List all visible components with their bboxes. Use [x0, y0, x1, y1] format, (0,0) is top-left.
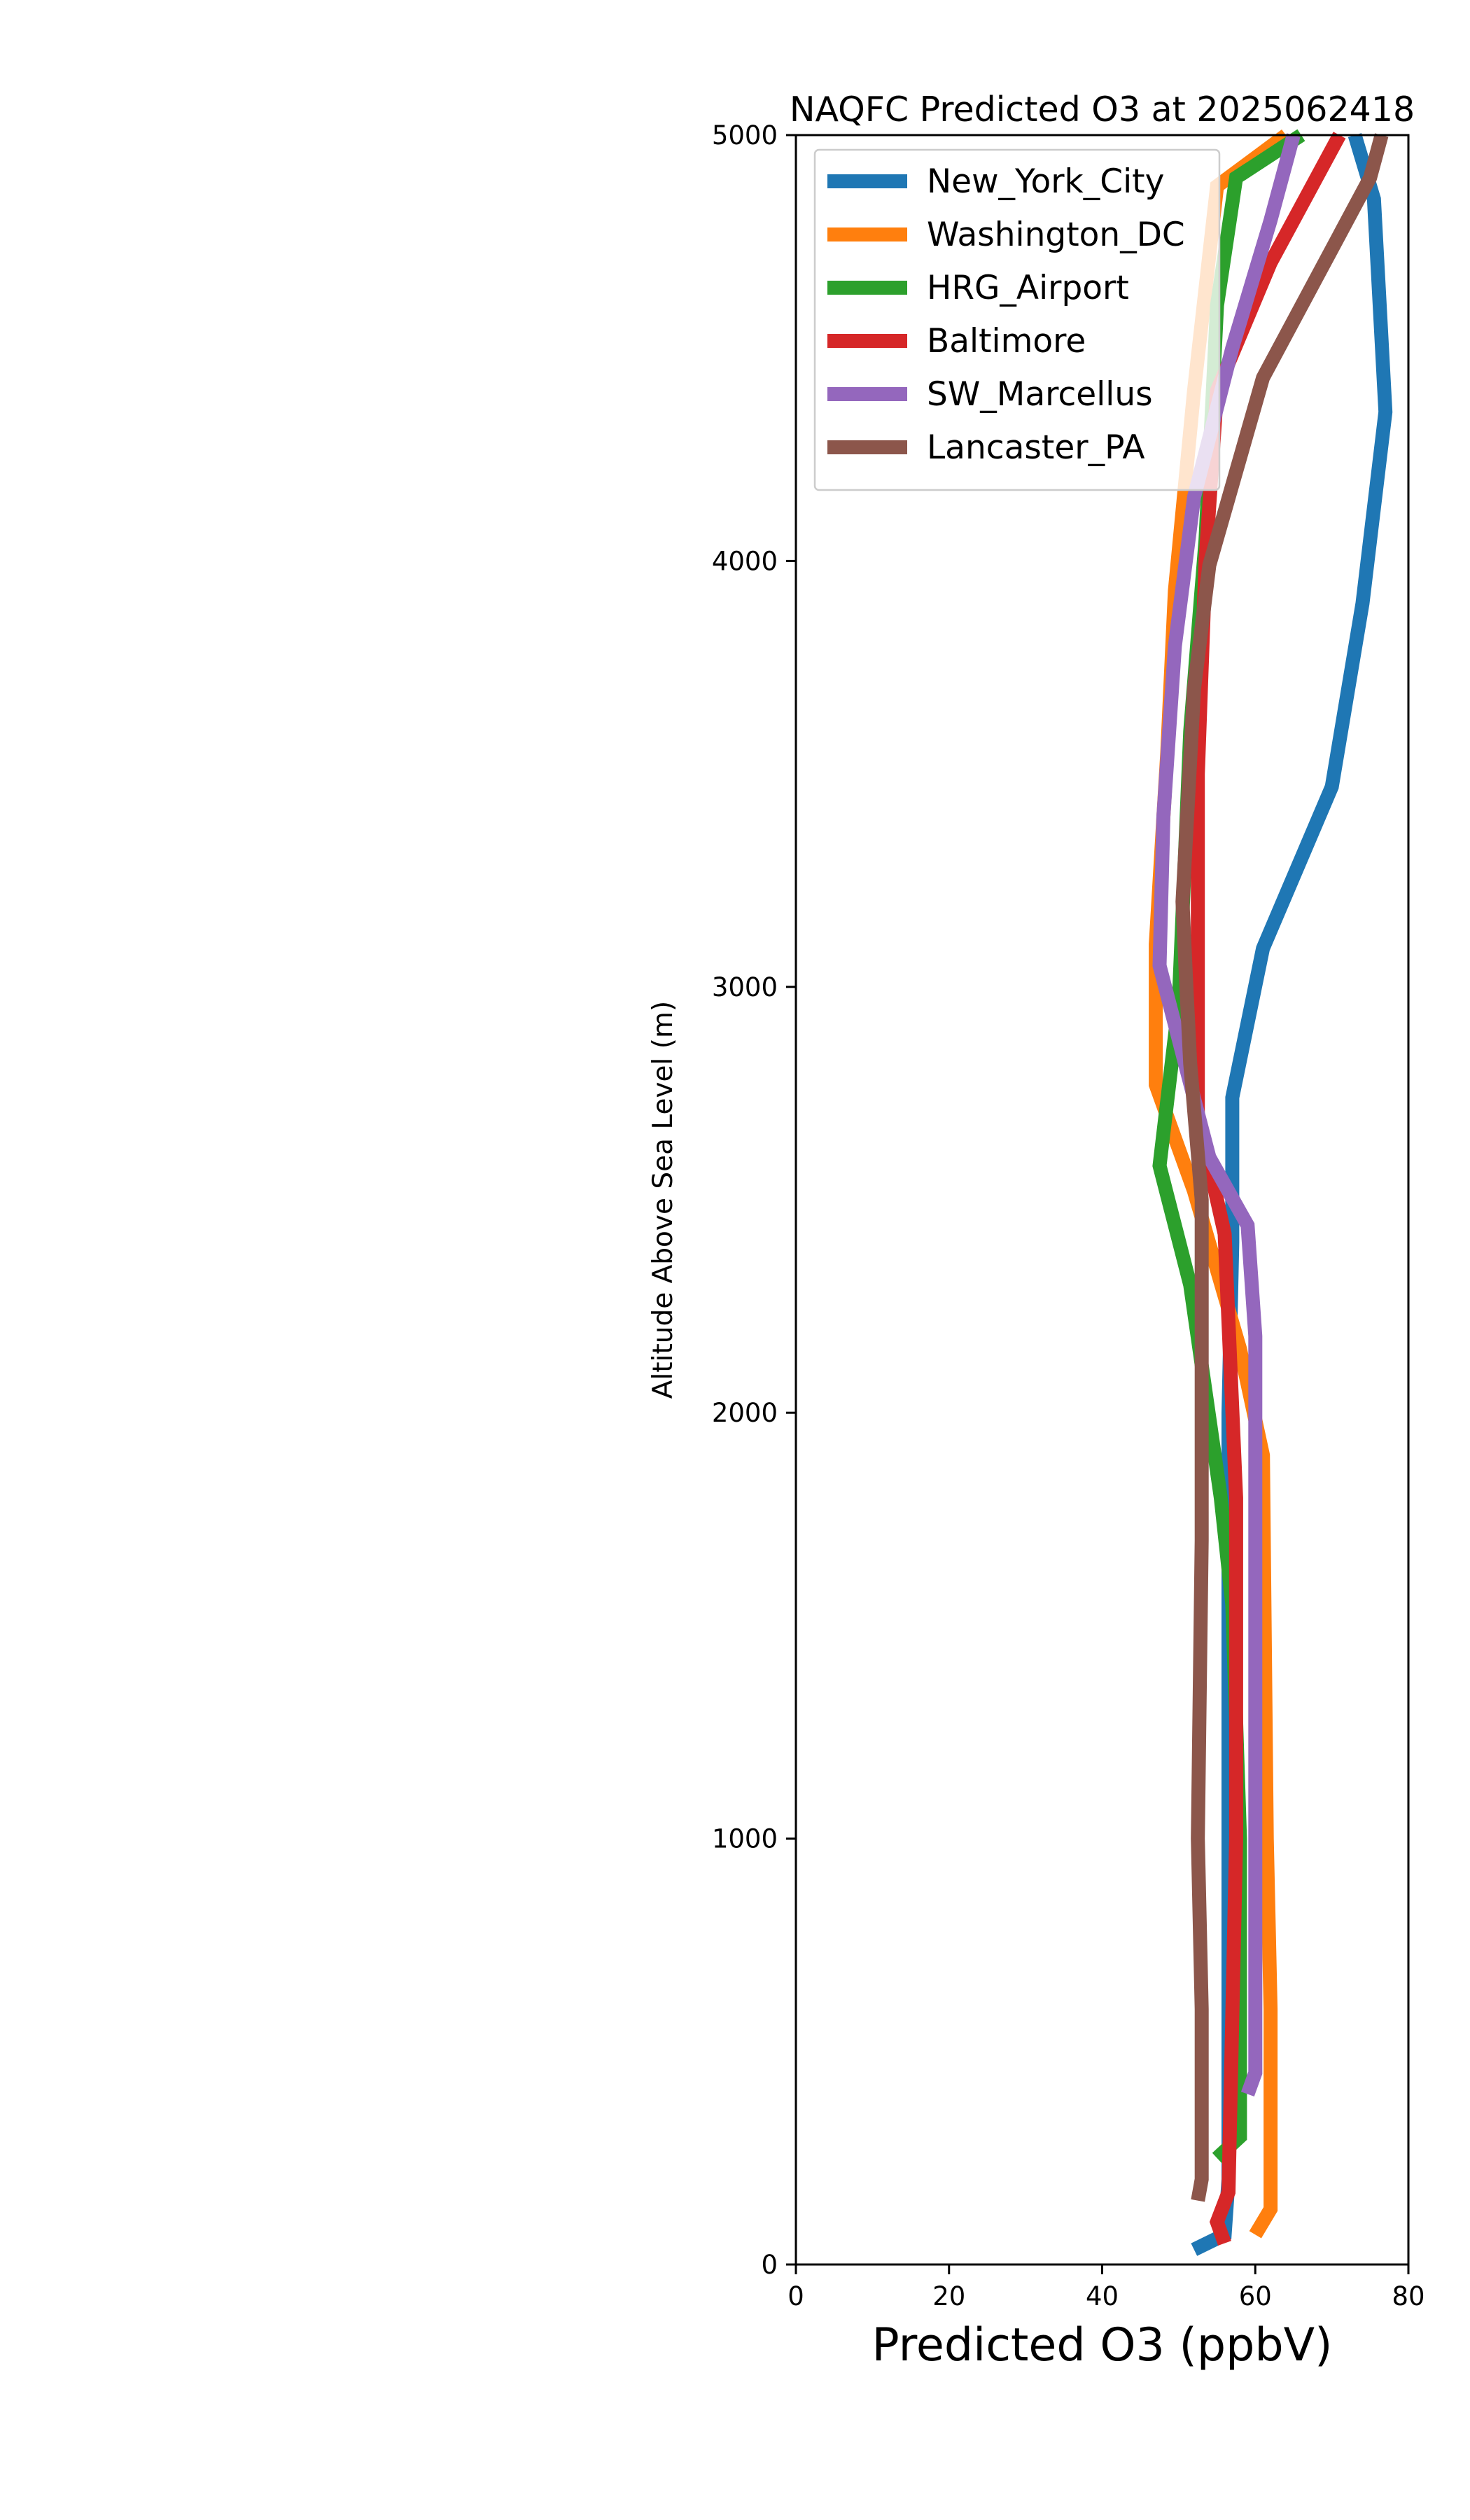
x-tick-label: 60: [1239, 2281, 1272, 2311]
legend-box: [813, 148, 1221, 491]
x-tick-label: 20: [932, 2281, 965, 2311]
chart-title: NAQFC Predicted O3 at 2025062418: [790, 90, 1415, 130]
legend-item-Baltimore: Baltimore: [827, 322, 1086, 360]
legend-item-HRG_Airport: HRG_Airport: [827, 269, 1129, 307]
legend: New_York_City Washington_DC HRG_Airport Bal…: [813, 148, 1221, 491]
x-axis-label: Predicted O3 (ppbV): [872, 2319, 1333, 2372]
legend-label: New_York_City: [927, 162, 1164, 201]
legend-items: New_York_City Washington_DC HRG_Airport Bal…: [827, 162, 1185, 467]
legend-item-Washington_DC: Washington_DC: [827, 216, 1185, 254]
y-tick-label: 5000: [712, 120, 778, 150]
legend-item-Lancaster_PA: Lancaster_PA: [827, 428, 1145, 467]
y-axis-ticks: 0 1000 2000 3000 4000 5000: [712, 120, 796, 2280]
legend-item-New_York_City: New_York_City: [827, 162, 1164, 201]
y-tick-label: 3000: [712, 972, 778, 1002]
x-tick-label: 40: [1086, 2281, 1119, 2311]
y-tick-label: 1000: [712, 1824, 778, 1854]
y-tick-label: 2000: [712, 1398, 778, 1428]
x-tick-label: 80: [1392, 2281, 1424, 2311]
series-line-Lancaster_PA: [1175, 133, 1389, 2202]
legend-label: SW_Marcellus: [927, 375, 1153, 414]
series-line-SW_Marcellus: [1152, 133, 1301, 2097]
legend-label: Washington_DC: [927, 216, 1185, 254]
y-axis-label: Altitude Above Sea Level (m): [648, 1001, 679, 1399]
legend-label: Baltimore: [927, 322, 1086, 360]
x-axis-ticks: 0 20 40 60 80: [788, 2264, 1425, 2311]
y-tick-label: 4000: [712, 546, 778, 576]
y-tick-label: 0: [761, 2250, 778, 2280]
legend-label: Lancaster_PA: [927, 428, 1145, 467]
legend-item-SW_Marcellus: SW_Marcellus: [827, 375, 1153, 414]
series-layer: [1149, 129, 1393, 2256]
legend-label: HRG_Airport: [927, 269, 1129, 307]
x-tick-label: 0: [788, 2281, 804, 2311]
